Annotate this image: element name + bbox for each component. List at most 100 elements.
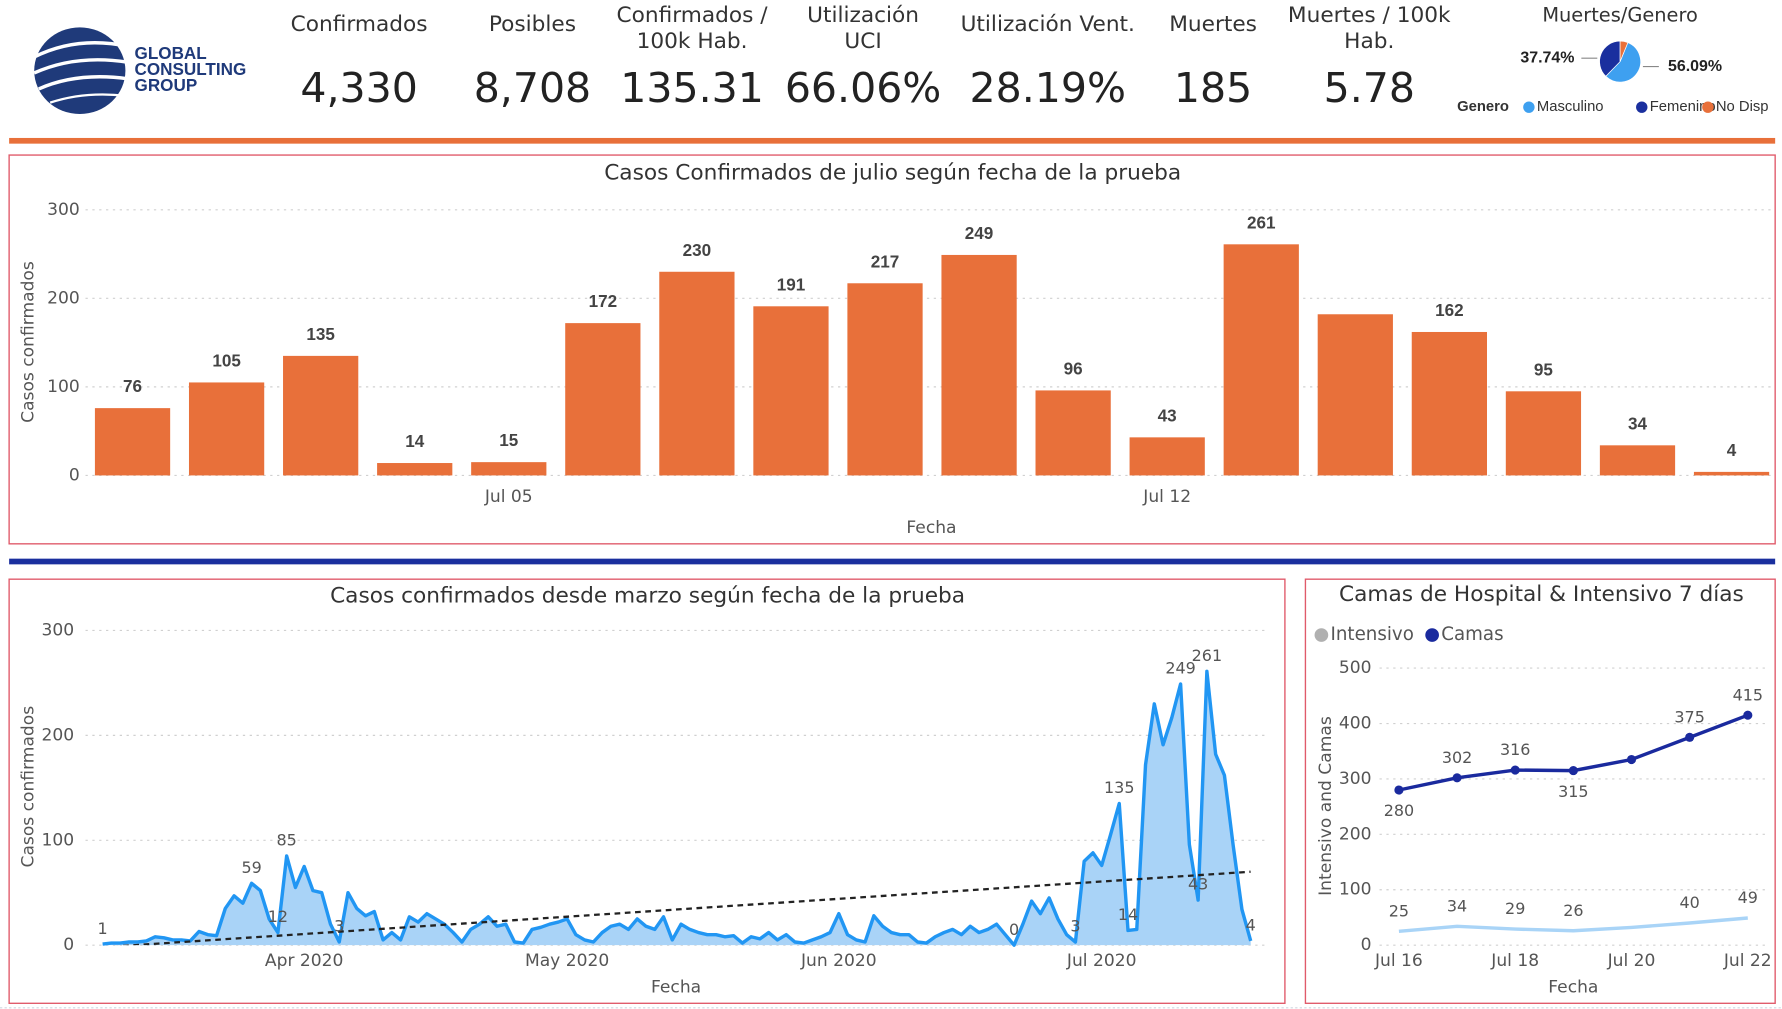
x-tick-label: Jul 12 [1142,487,1191,507]
logo-swoosh [33,41,135,59]
y-axis-title: Intensivo and Camas [1316,716,1336,896]
kpi-value: 28.19% [970,64,1126,112]
y-tick-label: 100 [47,377,80,397]
data-label: 49 [1738,888,1758,907]
kpi-value: 185 [1174,64,1252,112]
kpi-title: Muertes / 100k [1288,3,1451,28]
kpi-value: 135.31 [620,64,764,112]
logo-swoosh [38,75,135,91]
bar [471,462,547,476]
data-label: 14 [405,432,425,451]
legend-swatch [1425,628,1439,642]
kpi-title: Utilización [807,3,919,28]
x-tick-label: Jul 22 [1723,951,1772,971]
bar [1693,471,1770,476]
kpi-title: Hab. [1344,29,1394,54]
data-label: 96 [1064,359,1083,378]
x-tick-label: Jun 2020 [800,951,877,971]
data-label: 34 [1628,414,1648,433]
data-label: 34 [1447,896,1467,915]
chart-title: Muertes/Genero [1542,3,1698,26]
bar [283,355,359,476]
kpi-title: 100k Hab. [637,29,748,54]
data-label: 56.09% [1668,58,1722,75]
bar [1317,314,1393,476]
kpi-value: 5.78 [1324,64,1415,112]
y-axis-title: Casos confirmados [19,706,39,868]
y-tick-label: 300 [47,200,80,220]
y-tick-label: 100 [41,830,74,850]
pie-slice [1605,42,1641,83]
y-tick-label: 0 [63,935,74,955]
data-label: 249 [1165,659,1195,678]
data-label: 105 [212,351,241,370]
line [1398,916,1748,934]
kpi-card: Utilización Vent. 28.19% [961,12,1135,112]
x-tick-label: Jul 05 [484,487,533,507]
x-tick-label: May 2020 [525,951,609,971]
logo-swoosh [49,93,126,104]
data-label: 26 [1563,901,1583,920]
y-axis-title: Casos confirmados [19,261,39,423]
data-label: 162 [1435,301,1464,320]
legend-swatch [1636,101,1648,113]
data-label: 1 [98,919,108,938]
data-label: 14 [1118,905,1138,924]
legend-label: No Disp [1716,99,1769,115]
x-tick-label: Apr 2020 [265,951,344,971]
data-label: 85 [277,831,297,850]
y-tick-label: 200 [41,725,74,745]
point [1685,732,1695,742]
kpi-card: Muertes 185 [1169,12,1257,112]
data-label: 172 [589,292,618,311]
logo-text: GROUP [135,76,198,95]
data-label: 95 [1534,360,1554,379]
data-label: 316 [1500,740,1530,759]
kpi-card: Posibles 8,708 [474,12,591,112]
kpi-value: 8,708 [474,64,591,112]
data-label: 15 [499,431,519,450]
kpi-card: Confirmados /100k Hab. 135.31 [617,3,769,112]
y-tick-label: 300 [41,620,74,640]
kpi-title: UCI [844,29,881,54]
data-label: 415 [1733,685,1763,704]
data-label: 249 [965,224,994,243]
data-label: 37.74% [1520,49,1574,66]
y-tick-label: 100 [1339,880,1372,900]
data-label: 135 [306,325,335,344]
point [1626,754,1637,765]
data-label: 375 [1674,707,1704,726]
panel [8,154,1776,545]
line [102,669,1253,947]
chart-title: Casos confirmados desde marzo según fech… [330,583,965,608]
separator [9,137,1776,144]
bar [94,408,171,476]
data-label: 43 [1158,406,1177,425]
bar [659,271,735,476]
logo-swoosh [33,58,138,75]
data-label: 261 [1192,646,1222,665]
legend-label: Camas [1441,624,1503,645]
y-tick-label: 200 [1339,824,1372,844]
kpi-title: Confirmados [291,12,428,37]
data-label: 217 [871,252,900,271]
bar [188,382,265,476]
data-label: 40 [1679,893,1699,912]
logo-text: CONSULTING [135,60,247,79]
legend-title: Genero [1457,99,1509,115]
x-tick-label: Jul 20 [1607,951,1656,971]
data-label: 0 [1009,920,1019,939]
bar [1035,390,1111,476]
bar [565,323,641,476]
data-label: 3 [1070,917,1080,936]
kpi-title: Posibles [489,12,576,37]
bar [847,283,923,476]
logo-globe [34,27,126,115]
chart-title: Casos Confirmados de julio según fecha d… [604,160,1181,185]
bar [377,463,453,476]
data-label: 76 [123,377,142,396]
y-tick-label: 0 [69,465,80,485]
bar [1129,437,1205,476]
